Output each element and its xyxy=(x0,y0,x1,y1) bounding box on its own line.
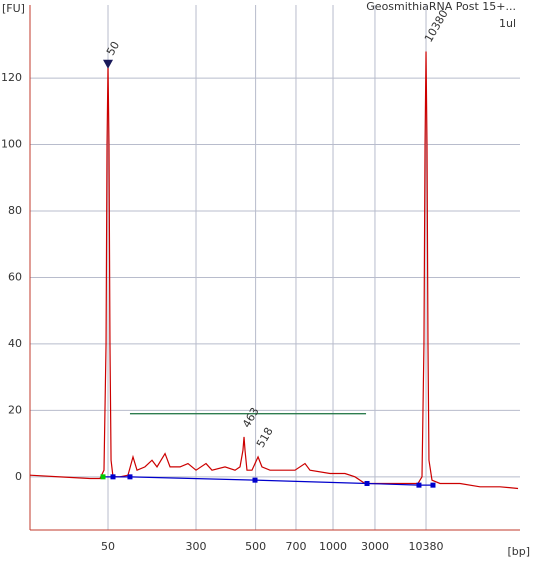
baseline-marker xyxy=(110,474,116,480)
chart-subtitle: 1ul xyxy=(499,17,516,30)
series-line xyxy=(29,51,519,490)
plot-area xyxy=(30,4,520,530)
x-tick-label: 50 xyxy=(101,540,115,553)
y-tick-label: 60 xyxy=(8,270,22,283)
baseline-marker xyxy=(416,482,422,488)
y-tick-label: 40 xyxy=(8,337,22,350)
y-tick-label: 20 xyxy=(8,403,22,416)
chart-title: GeosmithiaRNA Post 15+... xyxy=(366,0,516,13)
baseline-marker xyxy=(127,474,133,480)
peak-marker xyxy=(103,59,114,69)
y-tick-label: 80 xyxy=(8,204,22,217)
y-tick-label: 120 xyxy=(1,71,22,84)
baseline-marker xyxy=(430,482,436,488)
y-tick-label: 100 xyxy=(1,138,22,151)
y-tick-label: 0 xyxy=(15,470,22,483)
x-tick-label: 500 xyxy=(245,540,266,553)
x-tick-label: 1000 xyxy=(319,540,347,553)
baseline-marker xyxy=(364,480,370,486)
peak-label: 50 xyxy=(104,39,122,58)
x-tick-label: 3000 xyxy=(361,540,389,553)
x-tick-label: 10380 xyxy=(409,540,444,553)
baseline-marker xyxy=(252,477,258,483)
x-tick-label: 700 xyxy=(285,540,306,553)
y-axis-label: [FU] xyxy=(2,2,25,15)
baseline-marker xyxy=(100,474,106,480)
x-axis-label: [bp] xyxy=(507,545,530,558)
x-tick-label: 300 xyxy=(186,540,207,553)
